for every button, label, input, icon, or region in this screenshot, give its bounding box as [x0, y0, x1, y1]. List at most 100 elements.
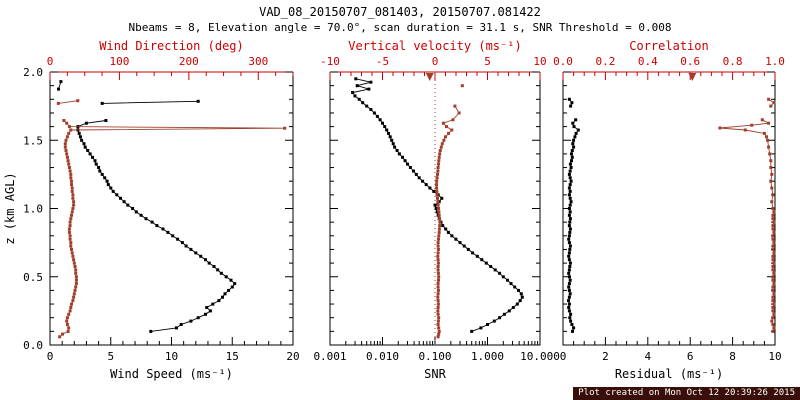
data-point: [436, 312, 440, 316]
axis-text: 0.8: [723, 55, 743, 68]
data-point: [567, 97, 571, 101]
data-point: [771, 295, 775, 299]
data-point: [71, 254, 75, 258]
data-point: [72, 261, 76, 265]
data-point: [569, 319, 573, 323]
data-point: [436, 285, 440, 289]
data-point: [571, 329, 574, 333]
axis-text: 2: [602, 350, 609, 363]
data-point: [196, 99, 200, 103]
data-point: [770, 172, 774, 176]
data-point: [77, 131, 81, 135]
data-point: [771, 329, 775, 333]
data-point: [353, 94, 357, 98]
data-point: [417, 176, 421, 180]
data-point: [475, 254, 479, 258]
data-point: [421, 179, 425, 183]
axis-text: 1.000: [471, 350, 504, 363]
data-point: [771, 316, 775, 320]
data-point: [68, 237, 72, 241]
data-point: [489, 265, 493, 268]
data-point: [567, 186, 571, 190]
data-point: [454, 237, 458, 241]
data-point: [174, 326, 178, 330]
data-point: [65, 121, 69, 125]
axis-text: 0: [47, 350, 54, 363]
data-point: [100, 172, 104, 176]
data-point: [68, 224, 72, 228]
data-point: [571, 121, 575, 125]
data-point: [70, 251, 74, 255]
data-point: [498, 316, 502, 320]
data-point: [105, 179, 109, 183]
data-point: [568, 210, 572, 214]
axis-text: 0.6: [680, 55, 700, 68]
data-point: [513, 285, 517, 289]
data-point: [574, 131, 578, 135]
data-point: [84, 121, 88, 125]
data-point: [436, 200, 440, 204]
data-point: [771, 207, 775, 210]
data-point: [567, 193, 571, 197]
data-point: [437, 234, 441, 238]
data-point: [57, 87, 60, 91]
data-point: [436, 292, 440, 296]
data-point: [769, 104, 773, 108]
data-point: [204, 312, 207, 316]
data-point: [570, 159, 573, 163]
data-point: [69, 172, 73, 176]
data-point: [771, 306, 775, 309]
data-point: [568, 261, 572, 265]
data-point: [445, 125, 448, 129]
data-point: [567, 234, 571, 238]
data-point: [442, 138, 446, 142]
data-point: [769, 179, 773, 183]
data-point: [436, 166, 440, 169]
data-point: [569, 312, 573, 316]
axis-text: 10.000: [520, 350, 560, 363]
data-point: [568, 230, 572, 234]
data-point: [771, 254, 775, 258]
data-point: [772, 210, 776, 214]
data-point: [211, 302, 215, 306]
data-point: [567, 275, 571, 279]
data-point: [760, 118, 764, 122]
data-point: [436, 288, 440, 292]
data-point: [395, 149, 399, 152]
data-point: [403, 159, 407, 163]
data-point: [567, 241, 571, 245]
data-point: [71, 193, 75, 197]
data-point: [772, 312, 776, 316]
data-point: [771, 265, 775, 268]
data-point: [72, 258, 76, 262]
data-point: [769, 166, 773, 169]
data-point: [131, 207, 135, 210]
axis-text: SNR: [424, 367, 446, 381]
data-point: [771, 217, 775, 221]
top-marker-triangle: [425, 73, 434, 81]
data-point: [436, 335, 440, 339]
data-point: [100, 101, 104, 105]
data-point: [69, 128, 73, 132]
data-point: [568, 189, 572, 193]
data-point: [70, 186, 74, 190]
data-point: [771, 309, 775, 313]
data-point: [86, 149, 90, 152]
data-point: [567, 224, 571, 228]
data-point: [65, 323, 69, 326]
data-point: [436, 203, 440, 207]
data-point: [769, 159, 773, 163]
axis-text: Residual (ms⁻¹): [615, 367, 723, 381]
data-point: [122, 200, 126, 204]
data-point: [56, 101, 60, 105]
data-point: [768, 152, 772, 156]
data-point: [65, 319, 69, 323]
data-point: [424, 183, 428, 187]
axis-text: -10: [320, 55, 340, 68]
axis-text: 8: [729, 350, 736, 363]
data-point: [428, 186, 432, 190]
data-point: [436, 265, 440, 268]
top-marker-triangle: [688, 73, 697, 81]
axis-text: Wind Direction (deg): [99, 39, 244, 53]
data-point: [230, 285, 234, 289]
